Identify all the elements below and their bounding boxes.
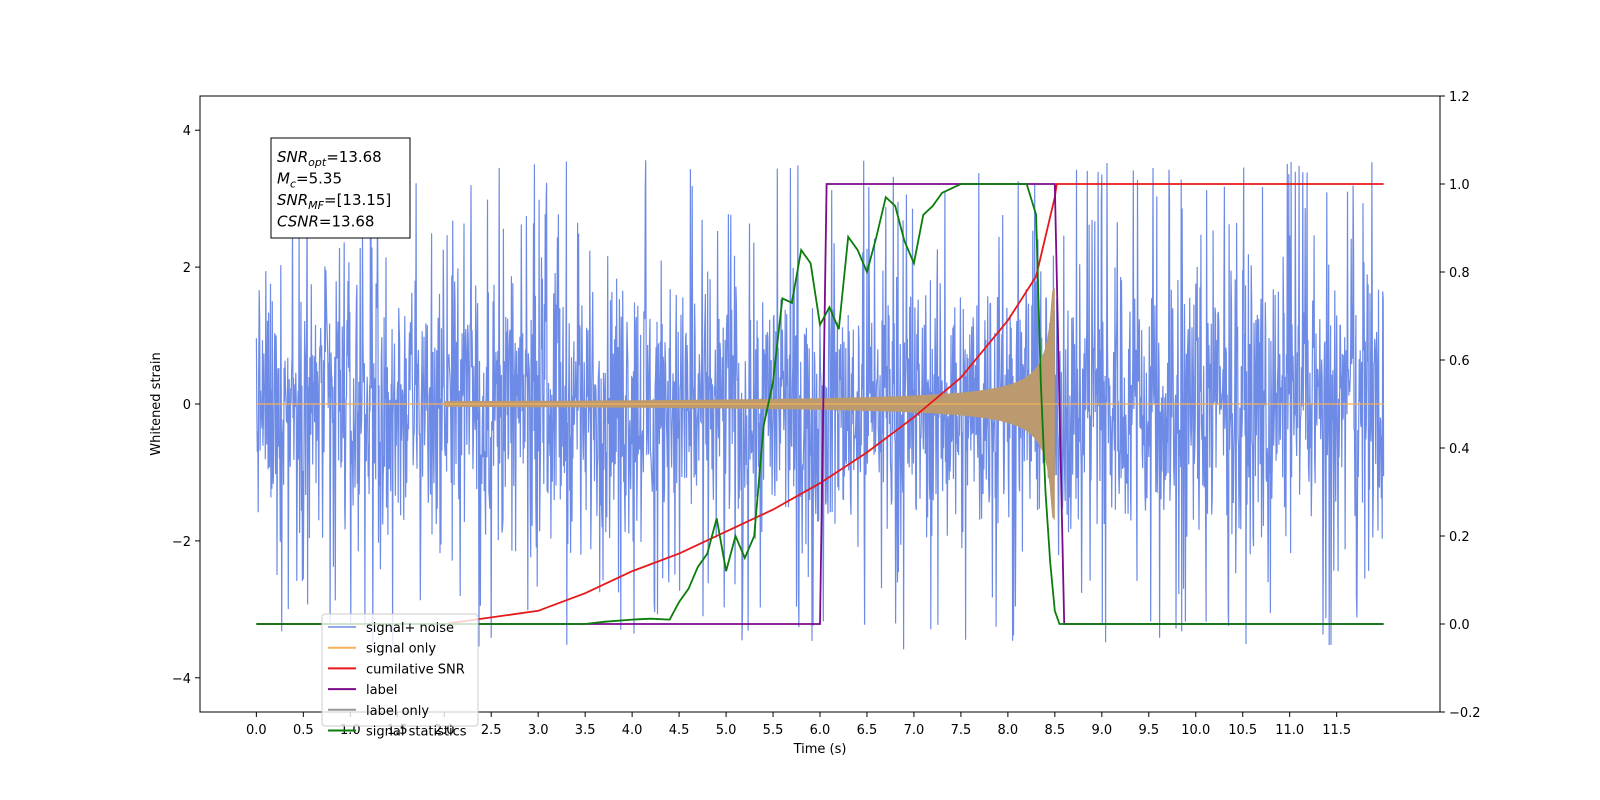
y-axis-right: −0.2 0.0 0.2 0.4 0.6 0.8 1.0 1.2: [1440, 90, 1481, 721]
series-signal-statistics: [256, 183, 1384, 625]
x-tick-label: 7.5: [951, 723, 972, 738]
annotation-frame: [270, 137, 411, 239]
y2-tick-label: 0.0: [1449, 618, 1470, 633]
legend-frame: [321, 613, 479, 727]
legend-label: cumilative SNR: [366, 662, 465, 677]
y2-tick-label: 0.2: [1449, 530, 1470, 545]
x-tick-label: 10.5: [1228, 723, 1257, 738]
y2-tick-label: 0.4: [1449, 442, 1470, 457]
x-tick-label: 5.0: [716, 723, 737, 738]
legend-label: label: [366, 683, 397, 698]
x-tick-label: 8.0: [998, 723, 1019, 738]
legend: signal+ noise signal only cumilative SNR la…: [321, 613, 479, 740]
series-cumilative-snr: [256, 183, 1384, 625]
y-tick-label: −4: [172, 672, 191, 687]
annotation-line: SNRMF=[13.15]: [277, 191, 391, 212]
legend-label: label only: [366, 704, 429, 719]
x-tick-label: 4.5: [669, 723, 690, 738]
y2-tick-label: −0.2: [1449, 706, 1481, 721]
y-tick-label: 4: [183, 124, 191, 139]
x-tick-label: 11.5: [1322, 723, 1351, 738]
x-tick-label: 1.5: [387, 723, 408, 738]
x-tick-label: 6.5: [857, 723, 878, 738]
annotation-line: Mc=5.35: [277, 170, 342, 191]
y2-tick-label: 1.2: [1449, 90, 1470, 105]
x-axis-label: Time (s): [793, 742, 847, 757]
annotation-line: SNRopt=13.68: [277, 148, 382, 169]
x-tick-label: 2.0: [434, 723, 455, 738]
x-tick-label: 3.0: [528, 723, 549, 738]
x-tick-label: 3.5: [575, 723, 596, 738]
x-tick-label: 9.0: [1091, 723, 1112, 738]
x-tick-label: 11.0: [1275, 723, 1304, 738]
y-tick-label: 2: [183, 261, 191, 276]
x-tick-label: 5.5: [763, 723, 784, 738]
plot-area: [255, 160, 1385, 650]
x-tick-label: 8.5: [1045, 723, 1066, 738]
x-tick-label: 0.5: [293, 723, 314, 738]
legend-label: signal statistics: [366, 725, 467, 740]
y2-tick-label: 0.8: [1449, 266, 1470, 281]
x-tick-label: 2.5: [481, 723, 502, 738]
x-tick-label: 9.5: [1138, 723, 1159, 738]
y2-tick-label: 1.0: [1449, 178, 1470, 193]
y-tick-label: −2: [172, 535, 191, 550]
annotation-box: SNRopt=13.68Mc=5.35SNRMF=[13.15]CSNR=13.…: [270, 137, 411, 239]
legend-label: signal+ noise: [366, 621, 454, 636]
legend-label: signal only: [366, 642, 436, 657]
x-tick-label: 4.0: [622, 723, 643, 738]
x-axis: 0.0 0.5 1.0 1.5 2.0 2.5 3.0 3.5 4.0 4.5 5.0 5.5 6.0 6…: [246, 712, 1351, 738]
y-axis-label: Whitened strain: [149, 352, 164, 455]
annotation-line: CSNR=13.68: [277, 213, 374, 231]
y-tick-label: 0: [183, 398, 191, 413]
x-tick-label: 6.0: [810, 723, 831, 738]
y2-tick-label: 0.6: [1449, 354, 1470, 369]
x-tick-label: 0.0: [246, 723, 267, 738]
x-tick-label: 10.0: [1181, 723, 1210, 738]
y-axis-left: −4 −2 0 2 4: [172, 124, 200, 687]
x-tick-label: 7.0: [904, 723, 925, 738]
